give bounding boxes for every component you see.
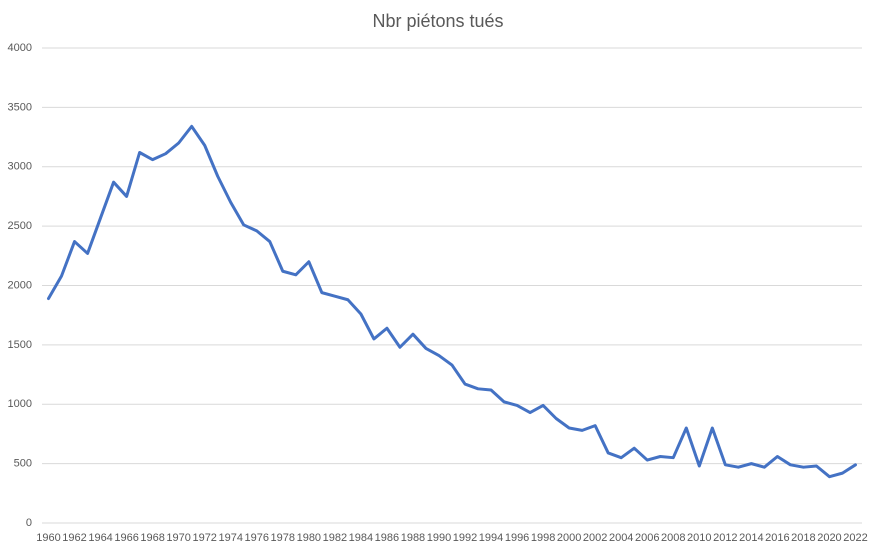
- x-tick-label: 1968: [140, 532, 164, 544]
- x-tick-label: 2022: [843, 532, 867, 544]
- x-tick-label: 1988: [401, 532, 425, 544]
- data-line: [47, 124, 857, 479]
- x-tick-label: 1994: [479, 532, 503, 544]
- x-tick-label: 1990: [427, 532, 451, 544]
- x-tick-label: 2006: [635, 532, 659, 544]
- x-tick-label: 1980: [297, 532, 321, 544]
- x-tick-label: 2012: [713, 532, 737, 544]
- x-tick-label: 2010: [687, 532, 711, 544]
- x-tick-label: 1996: [505, 532, 529, 544]
- y-tick-label: 4000: [8, 42, 32, 54]
- x-tick-label: 2018: [791, 532, 815, 544]
- chart-title: Nbr piétons tués: [372, 11, 503, 31]
- x-tick-label: 1964: [88, 532, 112, 544]
- x-tick-label: 1978: [271, 532, 295, 544]
- y-tick-label: 0: [26, 517, 32, 529]
- y-tick-label: 2000: [8, 279, 32, 291]
- x-tick-label: 1972: [192, 532, 216, 544]
- x-tick-label: 2014: [739, 532, 763, 544]
- x-tick-label: 2016: [765, 532, 789, 544]
- x-tick-label: 1984: [349, 532, 373, 544]
- y-tick-label: 1000: [8, 398, 32, 410]
- x-tick-label: 1960: [36, 532, 60, 544]
- y-tick-label: 1500: [8, 339, 32, 351]
- x-tick-label: 2008: [661, 532, 685, 544]
- x-tick-label: 1966: [114, 532, 138, 544]
- x-tick-label: 1986: [375, 532, 399, 544]
- y-tick-label: 3000: [8, 161, 32, 173]
- x-tick-label: 1962: [62, 532, 86, 544]
- x-tick-label: 2002: [583, 532, 607, 544]
- y-tick-label: 3500: [8, 101, 32, 113]
- x-tick-label: 1974: [218, 532, 242, 544]
- x-tick-label: 1992: [453, 532, 477, 544]
- x-tick-label: 1982: [323, 532, 347, 544]
- y-tick-label: 500: [14, 458, 32, 470]
- x-tick-label: 1970: [166, 532, 190, 544]
- x-tick-label: 2020: [817, 532, 841, 544]
- x-tick-label: 2004: [609, 532, 633, 544]
- y-tick-label: 2500: [8, 220, 32, 232]
- x-tick-label: 2000: [557, 532, 581, 544]
- x-tick-label: 1976: [245, 532, 269, 544]
- x-tick-label: 1998: [531, 532, 555, 544]
